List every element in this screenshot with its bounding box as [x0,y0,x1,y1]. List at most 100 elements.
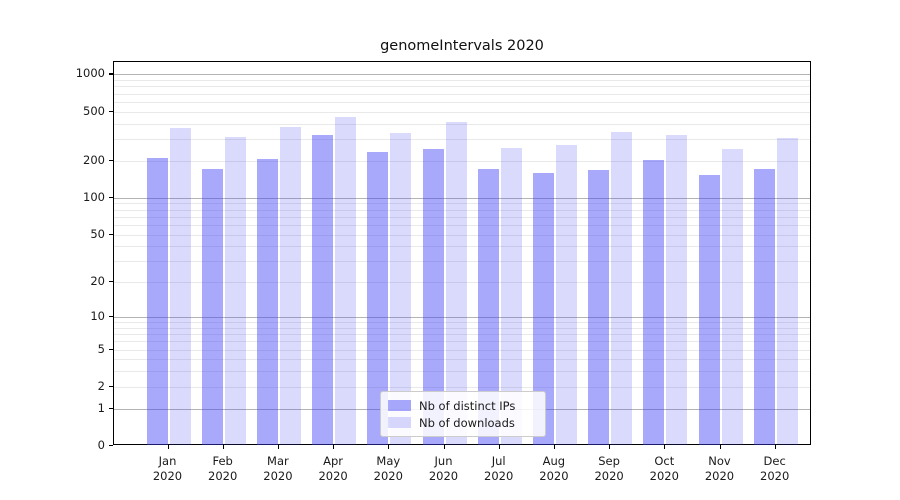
minor-gridline [114,111,810,113]
x-tick-label-jul: Jul 2020 [484,454,514,483]
x-tick-label-jun: Jun 2020 [428,454,459,483]
x-tick-mark [498,445,500,449]
minor-gridline [114,209,810,211]
x-tick-label-aug: Aug 2020 [539,454,569,483]
major-gridline [114,317,810,319]
x-tick-mark [388,445,390,449]
minor-gridline [114,86,810,88]
minor-gridline [114,386,810,388]
minor-gridline [114,93,810,95]
x-tick-label-feb: Feb 2020 [208,454,238,483]
y-tick-mark [108,445,113,447]
minor-gridline [114,203,810,205]
minor-gridline [114,80,810,82]
x-tick-mark [553,445,556,449]
y-tick-mark [108,233,113,235]
bar-downloads-apr [335,117,357,445]
bar-downloads-jan [169,128,191,445]
y-tick-label: 200 [83,152,105,167]
bar-distinct-ips-mar [256,158,278,445]
x-tick-label-oct: Oct 2020 [649,454,679,483]
y-tick-label: 1000 [75,66,105,81]
minor-gridline [114,334,810,336]
legend-label: Nb of downloads [419,415,515,430]
bar-downloads-oct [666,135,688,445]
minor-gridline [114,246,810,248]
minor-gridline [114,359,810,361]
minor-gridline [114,371,810,373]
y-tick-mark [108,348,113,350]
minor-gridline [114,341,810,343]
y-tick-mark [108,385,113,388]
y-tick-mark [108,316,113,318]
bar-downloads-may [390,133,412,445]
y-tick-mark [108,407,113,409]
y-tick-label: 50 [90,226,105,241]
legend-entry: Nb of distinct IPs [388,397,537,414]
legend-label: Nb of distinct IPs [419,398,516,413]
x-tick-mark [774,445,776,449]
minor-gridline [114,139,810,141]
chart-title: genomeIntervals 2020 [380,38,544,54]
y-tick-label: 2 [97,378,105,393]
bar-downloads-nov [721,148,743,445]
y-tick-label: 5 [97,341,105,356]
bar-distinct-ips-jul [477,169,499,445]
bar-downloads-jul [500,147,522,445]
x-tick-mark [167,445,169,449]
x-tick-mark [443,445,445,449]
x-tick-mark [222,445,224,449]
y-tick-mark [108,159,113,161]
minor-gridline [114,327,810,329]
minor-gridline [114,234,810,236]
legend-swatch-icon [388,417,411,428]
x-tick-label-apr: Apr 2020 [318,454,348,483]
minor-gridline [114,101,810,103]
bar-distinct-ips-dec [753,169,775,445]
minor-gridline [114,282,810,284]
bar-distinct-ips-nov [698,175,720,445]
x-tick-label-may: May 2020 [373,454,403,483]
y-tick-label: 1 [97,400,105,415]
x-tick-label-mar: Mar 2020 [263,454,293,483]
minor-gridline [114,349,810,351]
plot-area [113,61,811,445]
y-tick-mark [108,281,113,283]
legend: Nb of distinct IPs Nb of downloads [380,391,546,437]
y-tick-label: 10 [90,309,105,324]
y-tick-label: 500 [83,103,105,118]
y-tick-label: 0 [97,438,105,452]
x-tick-label-sep: Sep 2020 [594,454,624,483]
bar-downloads-jun [445,121,467,445]
x-tick-mark [333,445,335,449]
minor-gridline [114,123,810,125]
x-tick-mark [719,445,721,449]
minor-gridline [114,160,810,162]
bar-distinct-ips-jan [146,158,168,445]
minor-gridline [114,322,810,324]
legend-entry: Nb of downloads [388,414,537,431]
legend-swatch-icon [388,400,411,411]
bar-distinct-ips-aug [532,172,554,445]
bar-downloads-aug [555,145,577,445]
y-tick-mark [108,73,113,75]
minor-gridline [114,261,810,263]
x-tick-mark [664,445,666,449]
x-tick-label-jan: Jan 2020 [152,454,183,483]
y-tick-label: 100 [83,189,105,204]
y-tick-mark [108,196,113,198]
major-gridline [114,197,810,199]
major-gridline [114,74,810,76]
bar-distinct-ips-may [367,152,389,445]
bar-downloads-mar [279,126,301,445]
x-tick-mark [277,445,280,449]
bar-downloads-dec [776,137,798,445]
y-tick-mark [108,110,113,112]
bar-distinct-ips-oct [643,159,665,445]
minor-gridline [114,224,810,226]
bar-downloads-sep [611,131,633,445]
bar-distinct-ips-apr [312,134,334,445]
y-tick-label: 20 [90,274,105,289]
x-tick-label-dec: Dec 2020 [760,454,790,483]
